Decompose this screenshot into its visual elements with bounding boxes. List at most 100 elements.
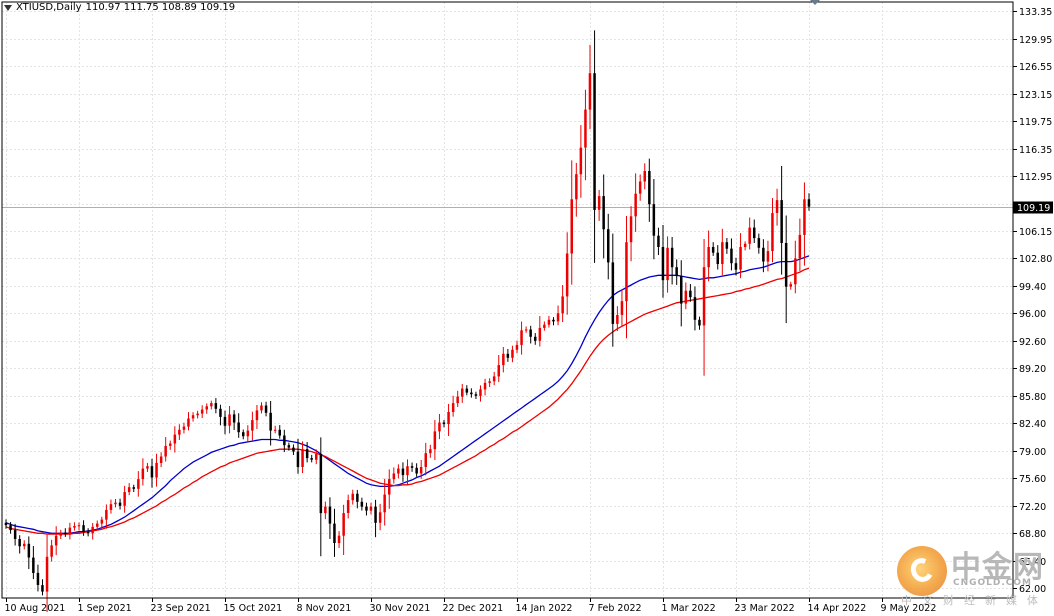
candle: [721, 228, 724, 276]
candle: [629, 206, 633, 262]
y-tick-label: 119.75: [1019, 117, 1052, 128]
candle-body: [205, 406, 208, 410]
y-tick-label: 68.80: [1019, 529, 1046, 540]
candle: [205, 403, 208, 414]
candle: [584, 89, 587, 181]
candle-body: [68, 527, 72, 535]
candle-body: [538, 327, 542, 341]
candle: [59, 529, 62, 540]
candle: [137, 471, 140, 497]
candle: [251, 411, 254, 441]
candle-body: [255, 410, 259, 421]
candle: [392, 467, 396, 484]
chart-title: XTIUSD,Daily 110.97 111.75 108.89 109.19: [4, 2, 235, 13]
watermark-name: 中金网: [951, 550, 1044, 585]
candle-body: [351, 493, 354, 501]
candle: [169, 440, 172, 450]
candle: [105, 504, 108, 529]
candle: [50, 539, 53, 562]
candle: [269, 401, 272, 446]
candle: [310, 454, 313, 463]
candle: [798, 218, 802, 272]
candle: [369, 502, 373, 515]
candle-body: [82, 525, 85, 532]
candle-body: [689, 290, 692, 298]
candle: [556, 305, 560, 326]
candle: [675, 259, 678, 285]
candle: [278, 425, 281, 439]
candle: [538, 316, 542, 347]
candle-body: [196, 413, 199, 416]
candle-body: [246, 430, 250, 437]
candle-body: [342, 513, 345, 536]
candle-body: [721, 242, 724, 264]
candle-body: [442, 422, 446, 425]
candle: [260, 402, 263, 414]
candle-body: [114, 502, 117, 505]
candle-body: [137, 479, 140, 489]
candle-body: [77, 525, 81, 527]
candle: [657, 227, 660, 256]
candle-body: [410, 466, 414, 468]
candle-body: [807, 199, 811, 207]
candle-body: [296, 451, 300, 467]
candle: [333, 508, 336, 557]
candle: [634, 173, 637, 232]
x-tick-label: 23 Sep 2021: [151, 603, 211, 614]
candle-body: [333, 523, 336, 543]
y-tick-label: 72.20: [1019, 502, 1046, 513]
candle-body: [169, 443, 172, 446]
candle-body: [278, 429, 281, 436]
candle: [465, 385, 469, 396]
candle-body: [210, 403, 213, 407]
candle: [757, 233, 761, 254]
candle-body: [228, 414, 231, 426]
candle: [447, 403, 450, 436]
candle: [296, 438, 300, 474]
candle: [561, 285, 564, 323]
candle-body: [579, 147, 583, 175]
candle: [406, 459, 409, 485]
candle-body: [415, 467, 418, 474]
candle-body: [565, 253, 569, 297]
candle: [456, 390, 459, 407]
candle: [264, 401, 268, 417]
candle-body: [219, 408, 222, 417]
candle: [753, 219, 756, 244]
candle-body: [356, 493, 359, 502]
candle-body: [132, 487, 135, 489]
candle-body: [698, 319, 701, 326]
candle: [13, 523, 17, 546]
candle-body: [616, 315, 619, 324]
candle: [141, 458, 145, 486]
candle: [328, 497, 332, 539]
candle-body: [730, 248, 733, 264]
candle: [305, 442, 309, 463]
candle: [346, 494, 350, 519]
candle: [725, 238, 729, 254]
x-tick-label: 9 May 2022: [881, 603, 937, 614]
candle-body: [242, 432, 245, 437]
candle-body: [607, 229, 610, 263]
candle-body: [725, 242, 729, 249]
candle: [219, 404, 222, 426]
candle-body: [661, 247, 665, 281]
candle-body: [109, 504, 113, 510]
shift-marker-icon[interactable]: [810, 0, 820, 5]
candle-body: [32, 557, 35, 573]
candle: [365, 502, 368, 516]
candle: [356, 489, 359, 509]
candle: [474, 391, 478, 400]
candle-body: [73, 526, 76, 528]
candle-body: [447, 412, 450, 425]
candle: [36, 564, 40, 592]
symbol-label: XTIUSD,Daily: [16, 2, 82, 13]
y-tick-label: 89.20: [1019, 364, 1046, 375]
candle-body: [191, 415, 195, 419]
x-tick-label: 10 Aug 2021: [5, 603, 66, 614]
candle-body: [18, 539, 21, 547]
candle: [150, 458, 154, 488]
candle-body: [798, 234, 802, 259]
candle-body: [529, 329, 532, 337]
candle: [534, 333, 537, 345]
